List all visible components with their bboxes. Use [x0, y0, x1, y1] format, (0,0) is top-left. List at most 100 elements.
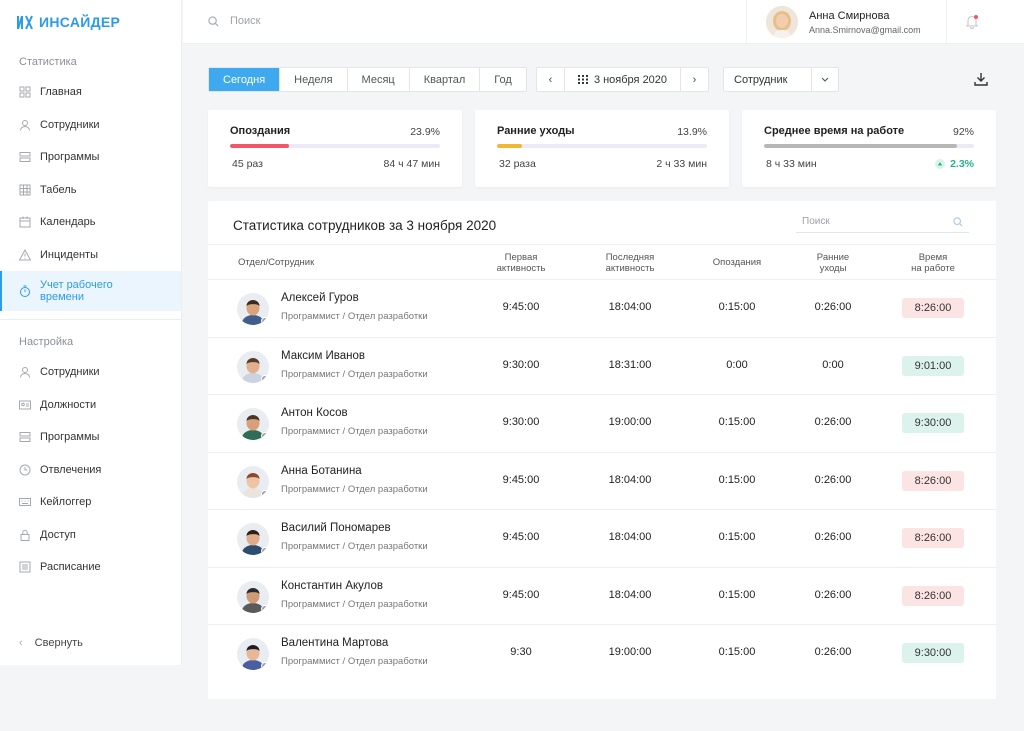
stat-card-value: 2 ч 33 мин	[656, 158, 707, 170]
employee-name[interactable]: Василий Пономарев	[281, 522, 391, 534]
employee-position: Программист / Отдел разработки	[281, 426, 428, 437]
stat-card-0: Опоздания 23.9% 45 раз 84 ч 47 мин	[208, 110, 462, 187]
first-activity-cell: 9:45:00	[502, 473, 540, 486]
sidebar-item-stats-6[interactable]: Учет рабочего времени	[0, 271, 181, 311]
search-icon	[208, 15, 219, 27]
user-name: Анна Смирнова	[809, 9, 890, 22]
table-row[interactable]: Василий Пономарев Программист / Отдел раз…	[208, 510, 996, 568]
th-employee[interactable]: Отдел/Сотрудник	[238, 257, 315, 268]
chevron-right-icon: ›	[692, 73, 697, 86]
th-early[interactable]: Ранние уходы	[816, 252, 850, 274]
download-icon	[974, 73, 988, 86]
sidebar-item-settings-3[interactable]: Отвлечения	[0, 454, 181, 487]
worktime-badge: 9:30:00	[902, 643, 964, 663]
user-email: Anna.Smirnova@gmail.com	[809, 24, 921, 35]
early-cell: 0:26:00	[814, 473, 852, 486]
employee-name[interactable]: Алексей Гуров	[281, 292, 359, 304]
table-row[interactable]: Константин Акулов Программист / Отдел раз…	[208, 568, 996, 625]
top-search-input[interactable]: Поиск	[230, 15, 261, 27]
employee-name[interactable]: Анна Ботанина	[281, 464, 362, 477]
employee-name[interactable]: Валентина Мартова	[281, 637, 389, 649]
sidebar-item-settings-2[interactable]: Программы	[0, 421, 181, 454]
sidebar-item-label: Инциденты	[40, 248, 98, 261]
notifications-button[interactable]	[965, 14, 979, 32]
status-dot	[261, 604, 269, 613]
prev-date-button[interactable]: ‹	[537, 68, 565, 91]
table-row[interactable]: Антон Косов Программист / Отдел разработк…	[208, 395, 996, 453]
sidebar-item-settings-6[interactable]: Расписание	[0, 551, 181, 584]
table-search[interactable]: Поиск	[796, 211, 969, 233]
stat-card-value-text: 2.3%	[950, 158, 974, 170]
tab-period-2[interactable]: Месяц	[348, 68, 410, 91]
stat-card-1: Ранние уходы 13.9% 32 раза 2 ч 33 мин	[475, 110, 729, 187]
late-cell: 0:15:00	[718, 531, 756, 543]
tab-period-0[interactable]: Сегодня	[209, 68, 281, 91]
keyboard-icon	[19, 496, 31, 508]
table-row[interactable]: Валентина Мартова Программист / Отдел раз…	[208, 625, 996, 683]
early-cell: 0:26:00	[814, 646, 852, 658]
employee-name[interactable]: Константин Акулов	[281, 579, 383, 592]
sidebar-item-settings-0[interactable]: Сотрудники	[0, 356, 181, 389]
tab-period-4[interactable]: Год	[494, 73, 512, 86]
date-picker[interactable]: 3 ноября 2020	[565, 68, 680, 91]
worktime-badge: 9:01:00	[902, 355, 964, 376]
sidebar-item-label: Расписание	[40, 561, 101, 574]
stat-card-title: Ранние уходы	[497, 125, 575, 137]
table-row[interactable]: Анна Ботанина Программист / Отдел разрабо…	[208, 453, 996, 510]
table-row[interactable]: Максим Иванов Программист / Отдел разрабо…	[208, 338, 996, 395]
last-activity-cell: 18:04:00	[608, 301, 652, 313]
collapse-button[interactable]: ‹ Свернуть	[19, 637, 83, 649]
th-first-activity[interactable]: Первая активность	[496, 252, 546, 274]
logo[interactable]: ИНСАЙДЕР	[0, 0, 181, 44]
stat-card-title: Среднее время на работе	[764, 125, 905, 137]
sidebar-item-label: Доступ	[40, 528, 76, 541]
stat-card-percent: 23.9%	[410, 126, 440, 138]
top-search[interactable]: Поиск	[208, 15, 260, 27]
tab-period-1[interactable]: Неделя	[280, 68, 348, 91]
employee-name[interactable]: Антон Косов	[281, 407, 348, 419]
download-button[interactable]	[973, 71, 989, 90]
sidebar-item-stats-3[interactable]: Табель	[0, 174, 181, 207]
late-cell: 0:15:00	[718, 646, 756, 658]
sidebar-item-stats-0[interactable]: Главная	[0, 76, 181, 109]
sidebar-item-stats-1[interactable]: Сотрудники	[0, 109, 181, 142]
th-last-activity[interactable]: Последняя активность	[605, 252, 655, 274]
late-cell: 0:15:00	[718, 473, 756, 486]
sidebar-item-stats-4[interactable]: Календарь	[0, 206, 181, 239]
table-row[interactable]: Алексей Гуров Программист / Отдел разрабо…	[208, 280, 996, 338]
sidebar-item-label: Программы	[40, 151, 100, 164]
late-cell: 0:00	[726, 358, 748, 371]
stat-card-count: 45 раз	[232, 158, 263, 170]
settings-section-title: Настройка	[19, 336, 74, 348]
early-cell: 0:26:00	[814, 301, 852, 313]
sidebar-item-settings-4[interactable]: Кейлоггер	[0, 486, 181, 519]
period-tabs: Сегодня Неделя Месяц Квартал Год	[208, 67, 527, 92]
th-late[interactable]: Опоздания	[712, 257, 762, 268]
sidebar-item-stats-2[interactable]: Программы	[0, 141, 181, 174]
th-worktime[interactable]: Время на работе	[911, 252, 955, 274]
id-card-icon	[19, 399, 31, 411]
stat-card-progress	[764, 144, 974, 148]
bell-icon	[965, 15, 979, 29]
sidebar-item-label: Сотрудники	[40, 118, 100, 131]
next-date-button[interactable]: ›	[680, 68, 708, 91]
user-profile[interactable]: Анна Смирнова Anna.Smirnova@gmail.com	[746, 0, 947, 44]
sidebar: ИНСАЙДЕР Статистика Главная Сотрудники Про…	[0, 0, 182, 665]
table-search-input[interactable]: Поиск	[802, 216, 830, 227]
date-navigator: ‹ 3 ноября 2020 ›	[536, 67, 709, 92]
first-activity-cell: 9:30	[510, 646, 532, 658]
sidebar-divider	[0, 319, 181, 320]
last-activity-cell: 18:31:00	[608, 358, 652, 371]
employee-position: Программист / Отдел разработки	[281, 598, 428, 610]
sidebar-item-stats-5[interactable]: Инциденты	[0, 239, 181, 272]
stat-card-value-text: 2 ч 33 мин	[656, 158, 707, 170]
worktime-badge: 8:26:00	[902, 298, 964, 318]
employee-select[interactable]: Сотрудник	[723, 67, 839, 92]
sidebar-item-settings-1[interactable]: Должности	[0, 389, 181, 422]
user-icon	[19, 366, 31, 378]
tab-period-3[interactable]: Квартал	[410, 68, 481, 91]
stat-card-progress-fill	[764, 144, 958, 148]
sidebar-item-settings-5[interactable]: Доступ	[0, 519, 181, 552]
status-dot	[261, 317, 269, 325]
employee-name[interactable]: Максим Иванов	[281, 349, 366, 362]
